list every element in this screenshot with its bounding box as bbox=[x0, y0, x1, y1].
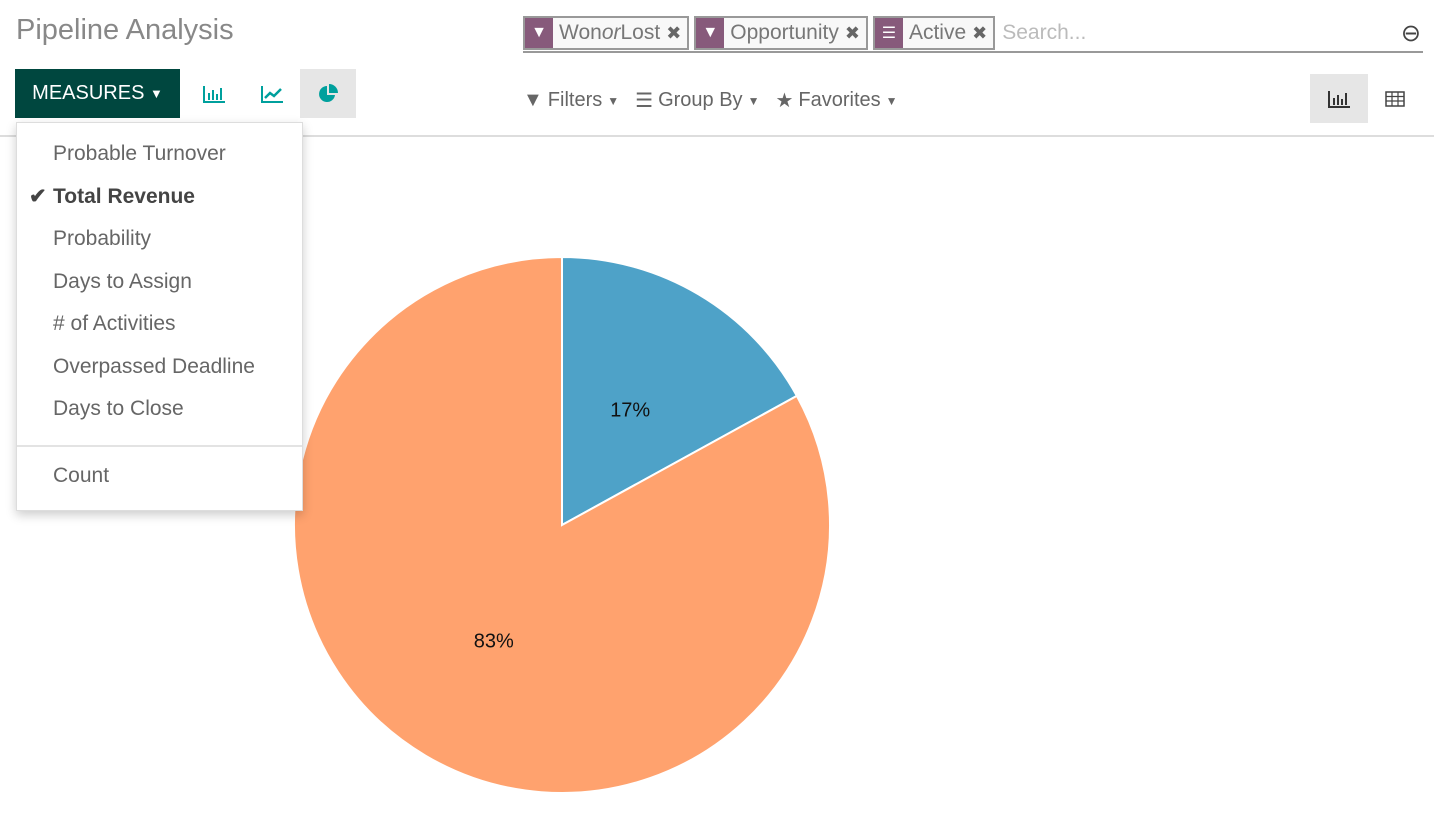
caret-down-icon: ▼ bbox=[607, 93, 620, 108]
pie-chart-button[interactable] bbox=[300, 69, 356, 118]
line-chart-button[interactable] bbox=[244, 69, 300, 118]
pivot-view-button[interactable] bbox=[1366, 74, 1424, 123]
pie-slice[interactable] bbox=[293, 255, 831, 794]
measure-item[interactable]: Days to Assign bbox=[53, 269, 192, 293]
pie-slice[interactable] bbox=[561, 255, 799, 527]
search-icon[interactable]: ⊖ bbox=[1400, 19, 1421, 47]
filter-icon: ▼ bbox=[696, 18, 725, 48]
search-input[interactable] bbox=[1000, 20, 1401, 46]
menu-divider bbox=[17, 444, 302, 447]
caret-down-icon: ▼ bbox=[149, 86, 163, 101]
bar-chart-icon bbox=[203, 85, 225, 103]
pie-chart-icon bbox=[319, 83, 338, 102]
group-by-icon: ☰ bbox=[874, 18, 903, 48]
group-by-dropdown[interactable]: ☰ Group By ▼ bbox=[635, 89, 760, 112]
slice-label: 83% bbox=[474, 630, 514, 652]
table-icon bbox=[1385, 90, 1405, 107]
measure-count[interactable]: Count bbox=[53, 463, 110, 487]
measures-button[interactable]: MEASURES ▼ bbox=[15, 69, 180, 118]
slice-label: 17% bbox=[610, 400, 650, 422]
list-icon: ☰ bbox=[635, 90, 654, 112]
filters-dropdown[interactable]: ▼ Filters ▼ bbox=[523, 89, 620, 111]
search-options: ▼ Filters ▼ ☰ Group By ▼ ★ Favorites ▼ bbox=[523, 88, 898, 113]
facet-opportunity: ▼ Opportunity ✖ bbox=[694, 16, 868, 50]
measure-item[interactable]: Probable Turnover bbox=[53, 142, 226, 166]
bar-chart-icon bbox=[1328, 90, 1350, 108]
filter-icon: ▼ bbox=[525, 18, 553, 48]
measure-item[interactable]: Days to Close bbox=[53, 397, 184, 421]
facet-label: Opportunity bbox=[730, 21, 839, 44]
caret-down-icon: ▼ bbox=[885, 93, 898, 108]
facet-label: Active bbox=[908, 21, 967, 44]
measure-item[interactable]: Probability bbox=[53, 227, 152, 251]
measure-item[interactable]: ✔ Total Revenue bbox=[29, 184, 195, 209]
close-icon[interactable]: ✖ bbox=[844, 22, 860, 43]
search-bar: ▼ Won or Lost ✖ ▼ Opportunity ✖ ☰ Active… bbox=[523, 15, 1423, 53]
caret-down-icon: ▼ bbox=[747, 93, 760, 108]
check-icon: ✔ bbox=[29, 185, 47, 209]
measure-item[interactable]: Overpassed Deadline bbox=[53, 354, 255, 378]
filter-icon: ▼ bbox=[523, 89, 543, 111]
close-icon[interactable]: ✖ bbox=[972, 22, 988, 43]
facet-won-or-lost: ▼ Won or Lost ✖ bbox=[523, 16, 690, 50]
favorites-dropdown[interactable]: ★ Favorites ▼ bbox=[775, 89, 898, 112]
page-title: Pipeline Analysis bbox=[16, 14, 234, 46]
measures-menu: Probable Turnover ✔ Total Revenue Probabili… bbox=[16, 122, 303, 511]
star-icon: ★ bbox=[775, 90, 794, 112]
divider bbox=[0, 135, 1434, 137]
facet-active: ☰ Active ✖ bbox=[872, 16, 996, 50]
measure-item[interactable]: # of Activities bbox=[53, 312, 176, 336]
graph-view-button[interactable] bbox=[1310, 74, 1368, 123]
line-chart-icon bbox=[261, 85, 283, 103]
facet-label: Won or Lost bbox=[559, 21, 661, 44]
bar-chart-button[interactable] bbox=[186, 69, 242, 118]
close-icon[interactable]: ✖ bbox=[666, 22, 682, 43]
